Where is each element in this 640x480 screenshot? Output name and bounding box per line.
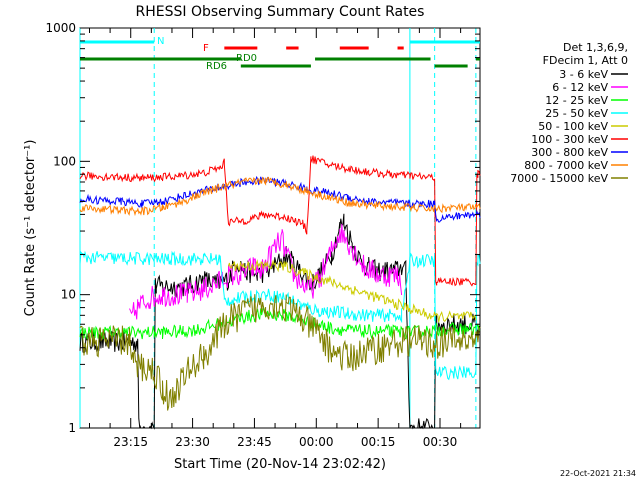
series-300-800-kev bbox=[79, 175, 481, 223]
legend-entry-label: 7000 - 15000 keV bbox=[510, 172, 608, 185]
y-tick-label: 100 bbox=[53, 154, 76, 168]
legend-header-line: FDecim 1, Att 0 bbox=[543, 54, 628, 67]
rd6-flag-label: RD6 bbox=[206, 61, 227, 72]
series-3-6-kev bbox=[79, 213, 481, 430]
legend-entry-label: 100 - 300 keV bbox=[531, 133, 608, 146]
x-tick-label: 23:45 bbox=[237, 435, 272, 449]
series-100-300-kev bbox=[79, 155, 481, 287]
series-group bbox=[79, 155, 481, 430]
legend-entry-label: 25 - 50 keV bbox=[545, 107, 608, 120]
n-flag-label: N bbox=[157, 36, 164, 47]
rd0-flag-label: RD0 bbox=[236, 53, 257, 64]
x-axis: 23:15 23:30 23:45 00:00 00:15 00:30 bbox=[88, 28, 462, 449]
legend-entry-label: 6 - 12 keV bbox=[552, 81, 608, 94]
chart-title: RHESSI Observing Summary Count Rates bbox=[136, 4, 425, 20]
x-tick-label: 00:30 bbox=[423, 435, 458, 449]
x-tick-label: 23:30 bbox=[175, 435, 210, 449]
y-tick-label: 1000 bbox=[45, 21, 76, 35]
y-tick-label: 1 bbox=[68, 421, 76, 435]
x-tick-label: 00:15 bbox=[361, 435, 396, 449]
y-tick-label: 10 bbox=[61, 288, 76, 302]
footer-date: 22-Oct-2021 21:34 bbox=[560, 469, 636, 478]
y-axis-label: Count Rate (s⁻¹ detector⁻¹) bbox=[23, 140, 38, 317]
legend-entry-label: 12 - 25 keV bbox=[545, 94, 608, 107]
legend-entry-label: 800 - 7000 keV bbox=[524, 159, 608, 172]
series-12-25-kev bbox=[79, 305, 481, 340]
observing-flags: N F RD0 RD6 bbox=[80, 36, 480, 72]
series-50-100-kev bbox=[228, 259, 477, 323]
series-7000-15000-kev bbox=[79, 294, 481, 411]
x-tick-label: 23:15 bbox=[113, 435, 148, 449]
series-800-7000-kev bbox=[79, 176, 481, 217]
series-6-12-kev bbox=[129, 223, 403, 320]
legend-entry-label: 3 - 6 keV bbox=[559, 68, 608, 81]
x-tick-label: 00:00 bbox=[299, 435, 334, 449]
legend-entry-label: 50 - 100 keV bbox=[538, 120, 608, 133]
y-axis: 1 10 100 1000 bbox=[45, 21, 480, 435]
x-axis-label: Start Time (20-Nov-14 23:02:42) bbox=[174, 457, 386, 472]
f-flag-label: F bbox=[203, 43, 209, 54]
legend-header-line: Det 1,3,6,9, bbox=[563, 41, 628, 54]
legend-entry-label: 300 - 800 keV bbox=[531, 146, 608, 159]
